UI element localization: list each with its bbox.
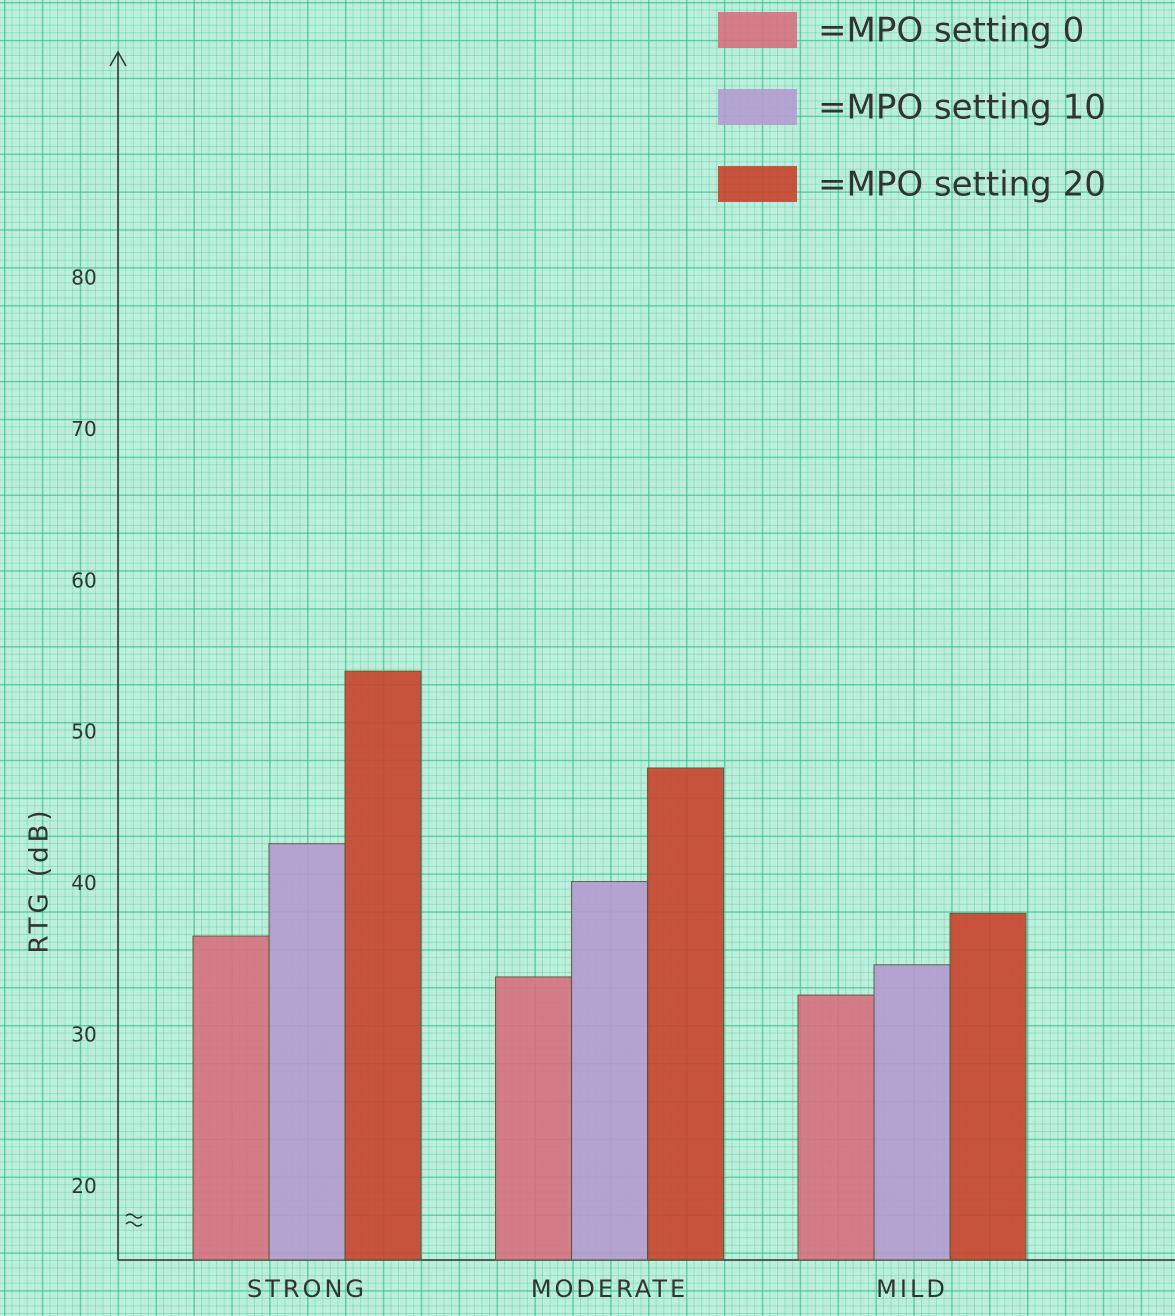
axis-break <box>126 1214 142 1226</box>
bar <box>496 977 572 1260</box>
y-tick-label: 40 <box>71 871 96 895</box>
y-axis-label: RTG (dB) <box>25 806 55 953</box>
bar <box>874 965 950 1260</box>
y-tick-label: 50 <box>71 720 96 744</box>
page: RTG (dB) 20 30 40 50 60 70 80 STRONG MODERATE MIL… <box>0 0 1175 1316</box>
y-tick-label: 30 <box>71 1022 96 1046</box>
x-tick-label: STRONG <box>247 1275 367 1303</box>
bar <box>193 936 269 1260</box>
bar <box>269 844 345 1260</box>
bar <box>950 913 1026 1260</box>
bar <box>798 995 874 1260</box>
legend-label: =MPO setting 0 <box>818 11 1084 51</box>
x-tick-label: MODERATE <box>531 1275 688 1303</box>
legend-swatch <box>718 89 797 125</box>
y-tick-label: 70 <box>71 417 96 441</box>
x-tick-label: MILD <box>876 1275 948 1303</box>
legend-swatch <box>718 166 797 202</box>
bar <box>345 671 421 1260</box>
legend-label: =MPO setting 10 <box>818 88 1106 128</box>
chart: RTG (dB) 20 30 40 50 60 70 80 STRONG MODERATE MIL… <box>0 0 1175 1316</box>
legend-swatch <box>718 12 797 48</box>
y-tick-label: 80 <box>71 266 96 290</box>
bar <box>648 768 724 1260</box>
y-tick-label: 60 <box>71 568 96 592</box>
bar <box>572 882 648 1260</box>
legend-label: =MPO setting 20 <box>818 165 1106 205</box>
y-tick-label: 20 <box>71 1174 96 1198</box>
